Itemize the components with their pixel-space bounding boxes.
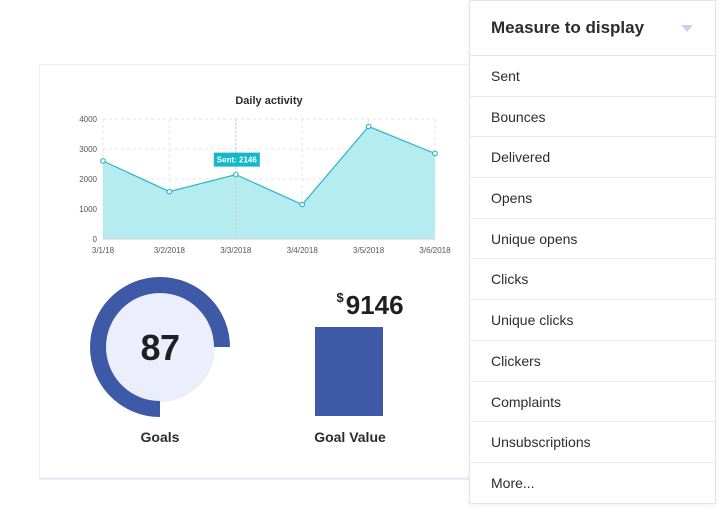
x-tick-label: 3/5/2018 — [353, 246, 385, 255]
measure-dropdown-panel: Measure to display Sent Bounces Delivered O… — [469, 0, 716, 504]
chart-title: Daily activity — [235, 95, 303, 107]
measure-option-more[interactable]: More... — [491, 474, 535, 491]
series-line — [102, 125, 436, 206]
measure-option-unique-opens[interactable]: Unique opens — [470, 219, 715, 260]
x-tick-label: 3/6/2018 — [419, 246, 451, 255]
data-point — [100, 158, 106, 164]
dashboard-card: Daily activity 0 1000 2000 3000 4000 3/1/18 3/2… — [39, 64, 479, 480]
daily-activity-chart: Daily activity 0 1000 2000 3000 4000 3/1/18 3/2… — [79, 95, 451, 255]
measure-options-list: Sent Bounces Delivered Opens Unique opens Cli… — [470, 56, 715, 504]
goals-label: Goals — [140, 429, 180, 445]
measure-option-bounces[interactable]: Bounces — [470, 97, 715, 138]
currency-symbol: $ — [336, 290, 344, 305]
gauge-inner — [105, 292, 215, 402]
gauge-progress-arc — [90, 277, 230, 417]
measure-dropdown-title: Measure to display — [491, 18, 645, 37]
goals-gauge — [90, 277, 230, 417]
goal-value-label: Goal Value — [314, 429, 386, 445]
goal-value-bar — [315, 327, 383, 416]
x-tick-label: 3/1/18 — [92, 246, 115, 255]
tooltip-box — [213, 152, 260, 167]
data-point — [166, 188, 173, 195]
measure-option-complaints[interactable]: Complaints — [470, 382, 715, 423]
y-tick-label: 2000 — [79, 175, 97, 184]
data-point — [365, 123, 372, 130]
series-area — [103, 126, 435, 239]
measure-option-sent[interactable]: Sent — [470, 56, 715, 97]
x-tick-label: 3/4/2018 — [287, 246, 319, 255]
measure-option-clicks[interactable]: Clicks — [470, 259, 715, 301]
y-tick-label: 3000 — [79, 145, 97, 154]
goals-value: 87 — [140, 327, 180, 368]
measure-dropdown-toggle[interactable]: Measure to display — [470, 1, 715, 56]
measure-option-opens[interactable]: Opens — [470, 178, 715, 219]
tooltip-text: Sent: 2146 — [217, 155, 258, 164]
data-point — [432, 150, 438, 157]
measure-option-delivered[interactable]: Delivered — [470, 137, 715, 179]
goal-value-amount: $9146 — [305, 290, 435, 321]
x-tick-label: 3/3/2018 — [220, 246, 252, 255]
measure-option-clickers[interactable]: Clickers — [470, 341, 715, 382]
goal-value-number: 9146 — [345, 290, 404, 320]
y-tick-label: 1000 — [79, 205, 97, 214]
measure-option-unsubscriptions[interactable]: Unsubscriptions — [470, 422, 715, 463]
y-tick-label: 4000 — [79, 115, 97, 124]
caret-down-icon — [681, 24, 693, 32]
y-tick-label: 0 — [93, 235, 98, 244]
measure-option-unique-clicks[interactable]: Unique clicks — [470, 300, 715, 341]
x-tick-label: 3/2/2018 — [154, 246, 186, 255]
data-point — [299, 201, 306, 208]
